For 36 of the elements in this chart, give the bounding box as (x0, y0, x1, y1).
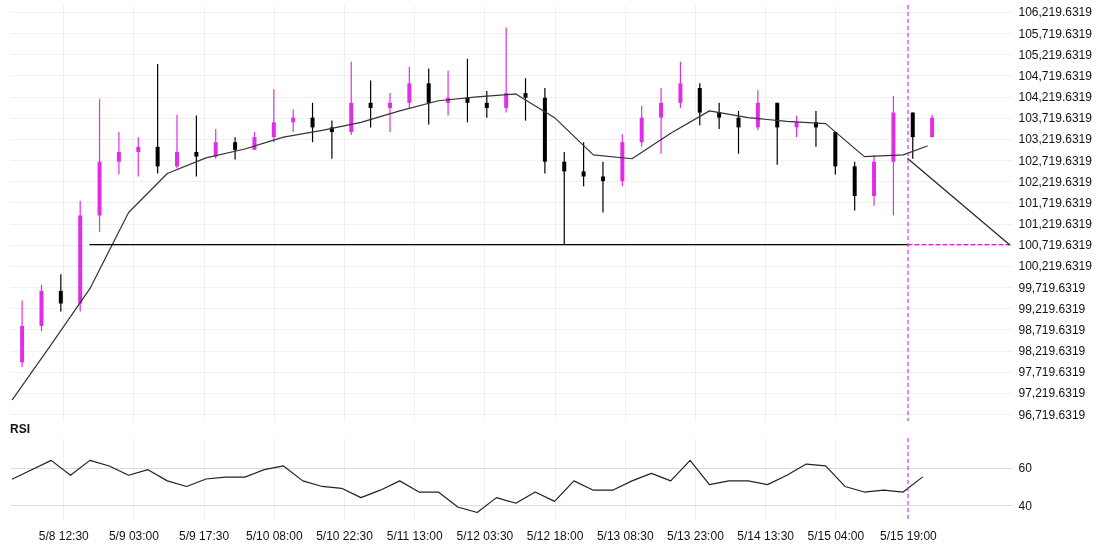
y-tick-label: 104,719.6319 (1018, 68, 1093, 83)
y-tick-label: 99,719.6319 (1018, 280, 1086, 295)
x-tick-label: 5/14 13:30 (737, 528, 795, 543)
y-tick-label: 101,219.6319 (1018, 217, 1093, 232)
y-tick-label: 102,219.6319 (1018, 174, 1093, 189)
y-tick-label: 100,219.6319 (1018, 259, 1093, 274)
chart-title: RSI (10, 421, 31, 436)
x-tick-label: 5/9 17:30 (179, 528, 230, 543)
x-tick-label: 5/15 04:00 (807, 528, 865, 543)
y-tick-label: 105,219.6319 (1018, 47, 1093, 62)
y-tick-label: 104,219.6319 (1018, 90, 1093, 105)
y-tick-label: 103,219.6319 (1018, 132, 1093, 147)
y-tick-label: 99,219.6319 (1018, 301, 1086, 316)
y-tick-label: 98,219.6319 (1018, 344, 1086, 359)
y-tick-label: 100,719.6319 (1018, 238, 1093, 253)
x-tick-label: 5/11 13:00 (386, 528, 443, 543)
y-tick-label: 105,719.6319 (1018, 26, 1093, 41)
y-tick-label: 102,719.6319 (1018, 153, 1093, 168)
x-tick-label: 5/13 23:00 (667, 528, 725, 543)
x-tick-label: 5/10 08:00 (245, 528, 303, 543)
x-tick-label: 5/15 19:00 (880, 528, 938, 543)
x-tick-label: 5/12 03:30 (456, 528, 514, 543)
y-tick-label: 40 (1018, 498, 1033, 513)
x-tick-label: 5/12 18:00 (526, 528, 584, 543)
y-tick-label: 97,219.6319 (1018, 386, 1086, 401)
x-tick-label: 5/8 12:30 (38, 528, 90, 543)
x-tick-label: 5/13 08:30 (596, 528, 654, 543)
x-tick-label: 5/9 03:00 (108, 528, 160, 543)
y-tick-label: 97,719.6319 (1018, 365, 1086, 380)
y-tick-label: 101,719.6319 (1018, 195, 1093, 210)
x-tick-label: 5/10 22:30 (316, 528, 374, 543)
y-tick-label: 103,719.6319 (1018, 111, 1093, 126)
y-tick-label: 60 (1018, 461, 1033, 476)
y-tick-label: 98,719.6319 (1018, 322, 1086, 337)
y-tick-label: 96,719.6319 (1018, 407, 1086, 422)
y-tick-label: 106,219.6319 (1018, 5, 1093, 20)
